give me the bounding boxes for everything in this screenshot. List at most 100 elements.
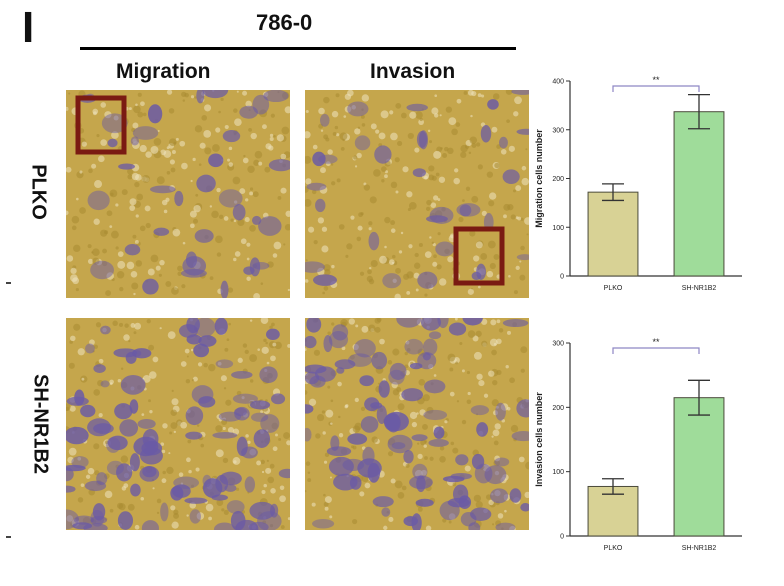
stained-cell: [362, 446, 375, 466]
stained-cell: [118, 163, 136, 170]
stained-cell: [511, 430, 529, 442]
stained-cell: [258, 216, 282, 236]
stained-cell: [153, 227, 170, 236]
stained-cell: [208, 153, 224, 168]
stained-cell: [462, 318, 483, 326]
stained-cell: [319, 113, 330, 127]
stained-cell: [347, 433, 368, 445]
stained-cell: [412, 168, 426, 178]
stained-cell: [120, 374, 146, 395]
stained-cell: [459, 204, 472, 217]
stained-cell: [428, 439, 449, 447]
stained-cell: [384, 413, 400, 431]
stained-cell: [193, 343, 210, 358]
stained-cell: [230, 510, 246, 530]
stained-cell: [367, 462, 381, 483]
stained-cell: [74, 389, 85, 406]
stained-cell: [198, 335, 217, 347]
stained-cell: [198, 396, 216, 408]
stained-cell: [129, 453, 140, 472]
stained-cell: [92, 503, 106, 521]
stained-cell: [516, 128, 529, 135]
stained-cell: [423, 409, 448, 421]
stained-cell: [442, 475, 465, 483]
stained-cell: [93, 364, 106, 373]
stained-cell: [129, 399, 139, 414]
bar-sh-nr1b2: [673, 397, 725, 537]
stained-cell: [278, 468, 290, 479]
stained-cell: [213, 522, 236, 530]
y-axis-label: Invasion cells number: [534, 392, 544, 487]
stained-cell: [214, 318, 228, 335]
significance-label: **: [652, 75, 660, 85]
y-tick-label: 300: [552, 341, 564, 348]
stained-cell: [226, 500, 245, 514]
stained-cell: [234, 407, 247, 417]
stained-cell: [360, 416, 379, 433]
stained-cell: [520, 503, 529, 512]
stained-cell: [107, 435, 128, 451]
stained-cell: [87, 418, 111, 437]
stained-cell: [326, 446, 352, 457]
stained-cell: [480, 124, 492, 143]
stained-cell: [252, 94, 270, 115]
stained-cell: [66, 485, 76, 493]
stained-cell: [66, 509, 79, 530]
stained-cell: [106, 460, 124, 475]
y-axis-label: Migration cells number: [534, 129, 544, 228]
stained-cell: [424, 379, 446, 394]
stained-cell: [403, 516, 418, 527]
stained-cell: [433, 426, 445, 439]
stained-cell: [447, 497, 470, 508]
stained-cell: [253, 429, 271, 449]
stained-cell: [313, 274, 337, 286]
stained-cell: [185, 431, 203, 440]
stained-cell: [368, 231, 380, 251]
stained-cell: [142, 466, 157, 478]
stained-cell: [117, 511, 134, 530]
stained-cell: [202, 478, 223, 498]
stained-cell: [305, 427, 312, 442]
stained-cell: [323, 334, 333, 353]
y-tick-label: 100: [552, 469, 564, 476]
stained-cell: [306, 182, 327, 191]
stained-cell: [511, 90, 529, 95]
stained-cell: [202, 90, 229, 99]
stained-cell: [487, 99, 499, 110]
stained-cell: [220, 280, 229, 298]
significance-bracket: [612, 347, 700, 354]
stained-cell: [66, 426, 89, 445]
stained-cell: [423, 338, 438, 356]
stained-cell: [502, 319, 529, 328]
significance-bracket: [612, 85, 700, 92]
bar-sh-nr1b2: [673, 111, 725, 277]
bar-plko: [587, 191, 639, 277]
stained-cell: [412, 463, 428, 480]
invasion-bar-chart: 0 100 200 300 Invasion cells number PLKO SH-NR…: [530, 330, 770, 566]
stained-cell: [435, 241, 455, 257]
stained-cell: [218, 189, 243, 208]
stained-cell: [141, 520, 159, 530]
stained-cell: [305, 261, 325, 273]
stained-cell: [509, 488, 522, 503]
stained-cell: [196, 174, 216, 193]
cell-line-underline: [80, 47, 516, 50]
migration-column-header: Migration: [116, 60, 211, 83]
stained-cell: [178, 324, 198, 338]
stained-cell: [271, 393, 286, 405]
stained-cell: [85, 343, 95, 354]
invasion-column-header: Invasion: [370, 60, 456, 83]
stained-cell: [84, 480, 107, 492]
stained-cell: [170, 485, 184, 501]
migration-bar-chart: 0 100 200 300 400 Migration cells number PLKO S…: [530, 66, 770, 312]
stained-cell: [401, 388, 424, 402]
stained-cell: [468, 522, 481, 530]
stained-cell: [130, 483, 141, 497]
stained-cell: [250, 412, 269, 422]
stained-cell: [232, 204, 246, 221]
stained-cell: [305, 335, 317, 349]
stained-cell: [224, 484, 237, 492]
y-tick-label: 0: [560, 274, 564, 281]
stained-cell: [406, 103, 428, 112]
stained-cell: [147, 104, 163, 124]
